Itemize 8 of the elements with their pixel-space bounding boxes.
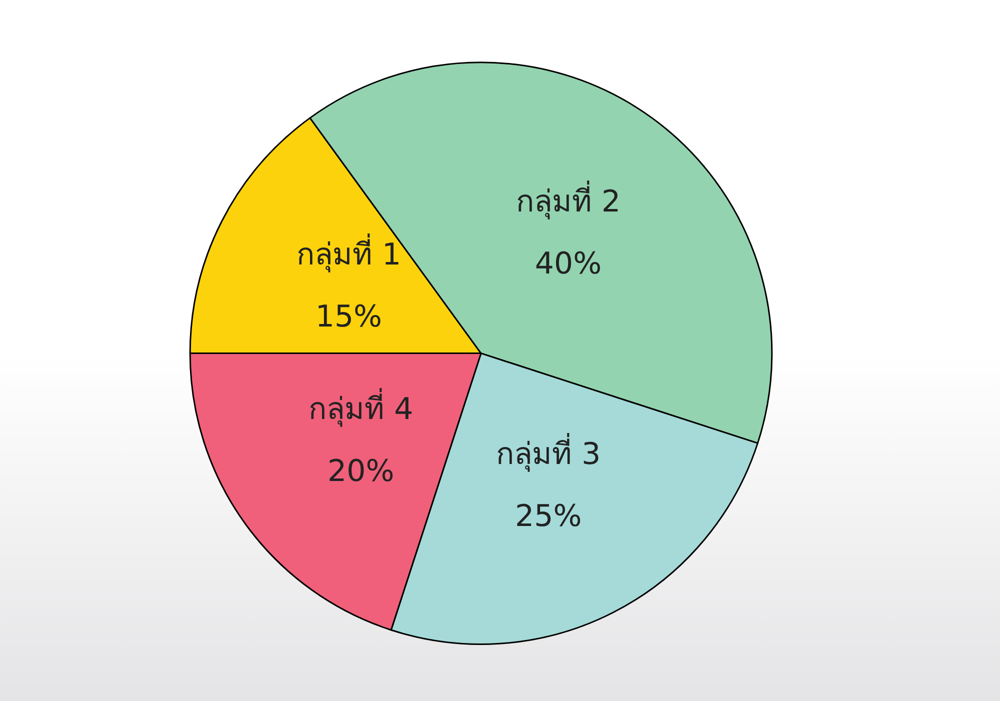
data-label: 20% <box>328 454 394 490</box>
slice-label: กลุ่มที่ 4 <box>308 388 414 428</box>
slice-label: กลุ่มที่ 3 <box>496 433 601 474</box>
data-label: 40% <box>534 246 602 282</box>
slice-label: กลุ่มที่ 2 <box>516 180 621 221</box>
data-label: 25% <box>515 499 582 534</box>
slice-label: กลุ่มที่ 1 <box>296 233 402 274</box>
data-label: 15% <box>315 299 382 334</box>
